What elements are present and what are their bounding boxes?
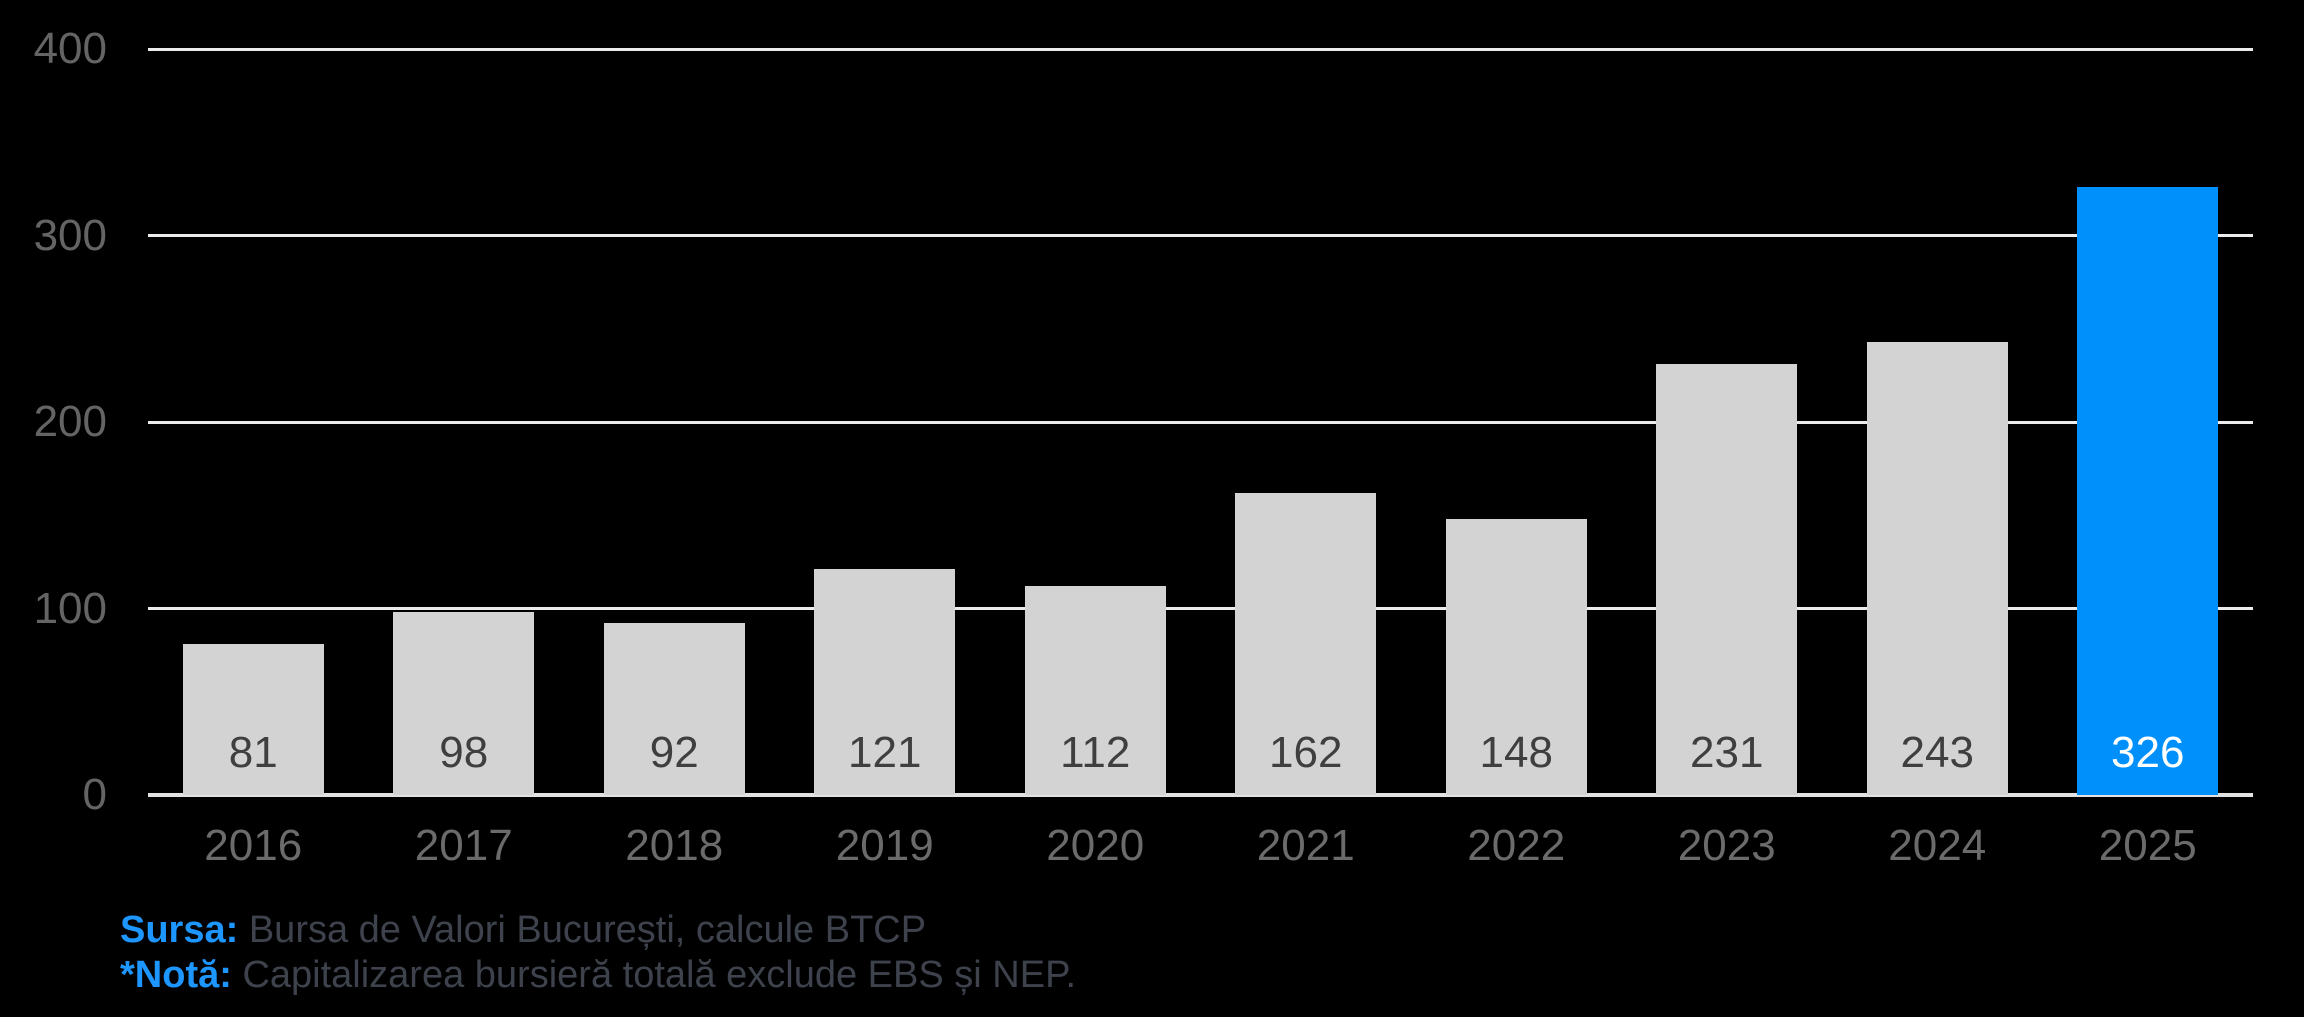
x-tick-label-2024: 2024 bbox=[1888, 821, 1987, 870]
source-line: Sursa: Bursa de Valori București, calcul… bbox=[120, 908, 1076, 953]
bar-value-label-2017: 98 bbox=[439, 728, 489, 777]
x-tick-label-2025: 2025 bbox=[2098, 821, 2197, 870]
y-tick-label-0: 0 bbox=[82, 770, 107, 819]
x-tick-label-2023: 2023 bbox=[1677, 821, 1776, 870]
gridline-y-300 bbox=[148, 234, 2253, 237]
bar-2023: 231 bbox=[1656, 364, 1798, 795]
gridline-y-100 bbox=[148, 607, 2253, 610]
bar-2025-highlighted: 326 bbox=[2077, 187, 2219, 795]
x-tick-label-2017: 2017 bbox=[414, 821, 513, 870]
bar-value-label-2021: 162 bbox=[1269, 728, 1343, 777]
bar-value-label-2023: 231 bbox=[1690, 728, 1764, 777]
bar-value-label-2018: 92 bbox=[649, 728, 699, 777]
bar-2018: 92 bbox=[603, 623, 745, 795]
source-text: Bursa de Valori București, calcule BTCP bbox=[238, 909, 927, 951]
bar-2016: 81 bbox=[182, 643, 324, 795]
y-tick-label-200: 200 bbox=[33, 397, 107, 446]
x-tick-label-2021: 2021 bbox=[1256, 821, 1355, 870]
bar-2020: 112 bbox=[1024, 586, 1166, 795]
x-tick-label-2020: 2020 bbox=[1046, 821, 1145, 870]
gridline-y-200 bbox=[148, 420, 2253, 424]
gridline-y-400 bbox=[148, 47, 2253, 51]
chart-footer: Sursa: Bursa de Valori București, calcul… bbox=[120, 908, 1076, 998]
bar-value-label-2025: 326 bbox=[2111, 728, 2185, 777]
bar-value-label-2016: 81 bbox=[228, 728, 278, 777]
bar-2022: 148 bbox=[1445, 518, 1587, 795]
note-line: *Notă: Capitalizarea bursieră totală exc… bbox=[120, 953, 1076, 998]
bar-value-label-2024: 243 bbox=[1900, 728, 1974, 777]
bar-2024: 243 bbox=[1866, 341, 2008, 795]
x-tick-label-2018: 2018 bbox=[625, 821, 724, 870]
x-tick-label-2022: 2022 bbox=[1467, 821, 1566, 870]
bar-2021: 162 bbox=[1235, 492, 1377, 795]
source-label: Sursa: bbox=[120, 909, 239, 951]
x-tick-label-2016: 2016 bbox=[204, 821, 303, 870]
bar-2017: 98 bbox=[393, 612, 535, 795]
y-tick-label-400: 400 bbox=[33, 24, 107, 73]
bar-value-label-2019: 121 bbox=[848, 728, 922, 777]
bar-2019: 121 bbox=[814, 569, 956, 795]
bar-value-label-2020: 112 bbox=[1060, 728, 1131, 777]
bar-value-label-2022: 148 bbox=[1479, 728, 1553, 777]
y-tick-label-100: 100 bbox=[33, 583, 107, 633]
note-label: *Notă: bbox=[120, 954, 232, 996]
y-tick-label-300: 300 bbox=[33, 210, 107, 260]
note-text: Capitalizarea bursieră totală exclude EB… bbox=[231, 954, 1077, 996]
x-axis-baseline bbox=[148, 793, 2253, 797]
x-tick-label-2019: 2019 bbox=[835, 821, 934, 870]
